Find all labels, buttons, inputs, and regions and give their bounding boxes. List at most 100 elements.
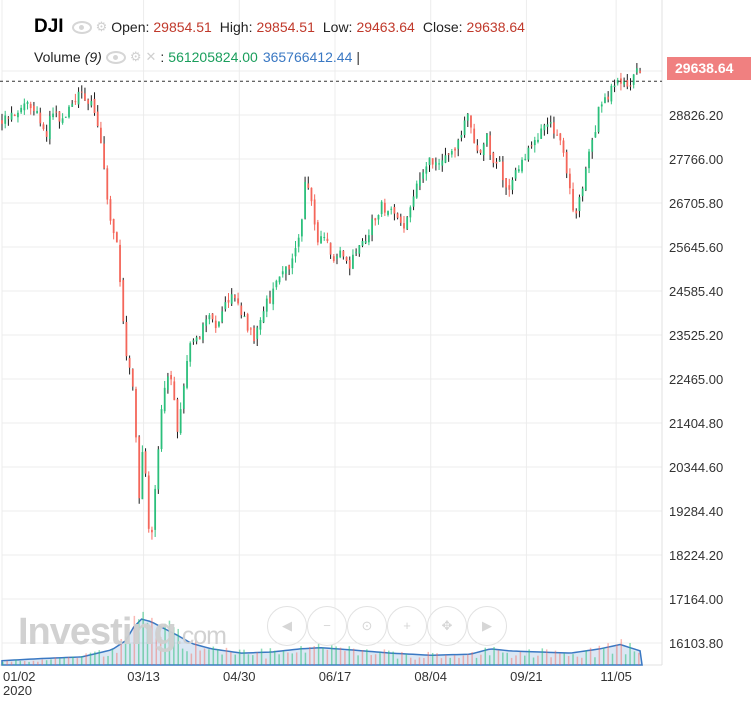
- candle-body: [540, 128, 543, 139]
- candle-body: [74, 101, 77, 103]
- scroll-left-button[interactable]: ◀: [267, 606, 307, 646]
- eye-icon[interactable]: [71, 20, 92, 34]
- zoom-in-button[interactable]: +: [387, 606, 427, 646]
- y-tick-label: 26705.80: [669, 196, 723, 211]
- volume-bar: [317, 643, 320, 665]
- volume-bar: [541, 648, 544, 665]
- volume-bar: [493, 646, 495, 665]
- volume-bar: [563, 653, 565, 665]
- volume-bar: [190, 653, 193, 665]
- candle-body: [20, 107, 23, 113]
- candle-body: [543, 125, 546, 131]
- candle-body: [454, 148, 456, 151]
- candle-body: [157, 449, 160, 490]
- volume-bar: [32, 660, 35, 665]
- candle-body: [154, 488, 157, 530]
- pan-button[interactable]: ✥: [427, 606, 467, 646]
- volume-bar: [607, 643, 609, 665]
- logo-name: Investing: [18, 611, 177, 653]
- candle-body: [269, 297, 271, 303]
- volume-bar: [265, 658, 267, 665]
- y-tick-label: 21404.80: [669, 416, 723, 431]
- volume-bar: [309, 647, 311, 665]
- candle-body: [125, 322, 128, 357]
- candle-body: [100, 127, 102, 144]
- volume-bar: [458, 657, 460, 665]
- gear-icon[interactable]: ⚙: [129, 49, 142, 64]
- volume-bar: [370, 655, 372, 665]
- scroll-right-icon: ▶: [482, 618, 492, 633]
- candle-body: [607, 96, 610, 100]
- candle-body: [623, 81, 626, 85]
- volume-bar: [392, 651, 394, 665]
- volume-bar: [59, 658, 61, 665]
- volume-bar: [10, 661, 13, 665]
- candle-body: [278, 276, 281, 283]
- candle-body: [147, 475, 150, 529]
- eye-icon[interactable]: [105, 50, 126, 64]
- candle-body: [227, 299, 230, 303]
- candle-body: [202, 324, 204, 341]
- volume-bar: [524, 655, 526, 665]
- candle-body: [565, 151, 568, 174]
- candle-body: [10, 112, 13, 120]
- candle-body: [578, 197, 581, 212]
- candle-body: [176, 399, 179, 432]
- volume-bar: [348, 646, 351, 665]
- candle-body: [240, 305, 243, 316]
- candle-body: [151, 529, 153, 533]
- candle-body: [198, 337, 201, 340]
- y-tick-label: 25645.60: [669, 240, 723, 255]
- candle-body: [33, 105, 35, 112]
- candle-body: [128, 358, 131, 368]
- volume-bar: [466, 654, 469, 665]
- y-tick-label: 19284.40: [669, 504, 723, 519]
- scroll-right-button[interactable]: ▶: [467, 606, 507, 646]
- volume-bar: [151, 617, 153, 665]
- zoom-out-button[interactable]: −: [307, 606, 347, 646]
- volume-bar: [287, 652, 289, 665]
- candle-body: [186, 361, 188, 388]
- candle-body: [68, 106, 70, 118]
- candle-body: [511, 179, 514, 190]
- gear-icon[interactable]: ⚙: [95, 19, 108, 34]
- close-icon[interactable]: ✕: [145, 49, 157, 64]
- zoom-reset-button[interactable]: ⊙: [347, 606, 387, 646]
- volume-bar: [633, 651, 636, 665]
- y-tick-label: 28826.20: [669, 108, 723, 123]
- candle-body: [581, 188, 584, 197]
- candle-body: [355, 251, 358, 254]
- volume-bar: [445, 654, 447, 665]
- colon-sep: :: [160, 49, 165, 65]
- volume-bar: [326, 649, 329, 665]
- volume-bar: [537, 655, 539, 665]
- candle-body: [214, 320, 217, 329]
- candle-body: [109, 199, 112, 221]
- volume-value-2: 365766412.44: [262, 49, 353, 65]
- volume-bar: [431, 652, 434, 665]
- candle-body: [594, 132, 597, 138]
- candle-body: [549, 122, 552, 124]
- candlestick-series: [1, 63, 641, 540]
- volume-bar: [28, 661, 30, 665]
- volume-bar: [295, 652, 298, 665]
- close-value: 29638.64: [466, 19, 525, 35]
- x-tick-label: 09/21: [510, 669, 543, 684]
- candle-body: [29, 103, 32, 109]
- volume-bar: [54, 657, 57, 665]
- candle-body: [265, 298, 268, 312]
- candle-body: [460, 135, 463, 138]
- candle-body: [537, 139, 539, 142]
- volume-bar: [602, 648, 605, 665]
- candle-body: [371, 218, 373, 235]
- candle-body: [61, 118, 64, 123]
- volume-bar: [41, 659, 43, 665]
- volume-bar: [19, 660, 22, 665]
- volume-bar: [339, 647, 342, 665]
- volume-bar: [616, 644, 618, 665]
- volume-area: [1, 611, 643, 666]
- volume-bar: [195, 640, 197, 665]
- volume-bar: [107, 655, 109, 665]
- candle-body: [45, 131, 48, 137]
